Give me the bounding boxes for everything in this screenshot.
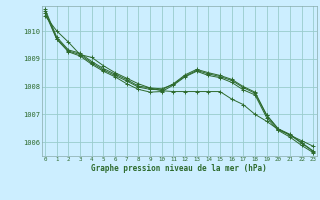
X-axis label: Graphe pression niveau de la mer (hPa): Graphe pression niveau de la mer (hPa) xyxy=(91,164,267,173)
